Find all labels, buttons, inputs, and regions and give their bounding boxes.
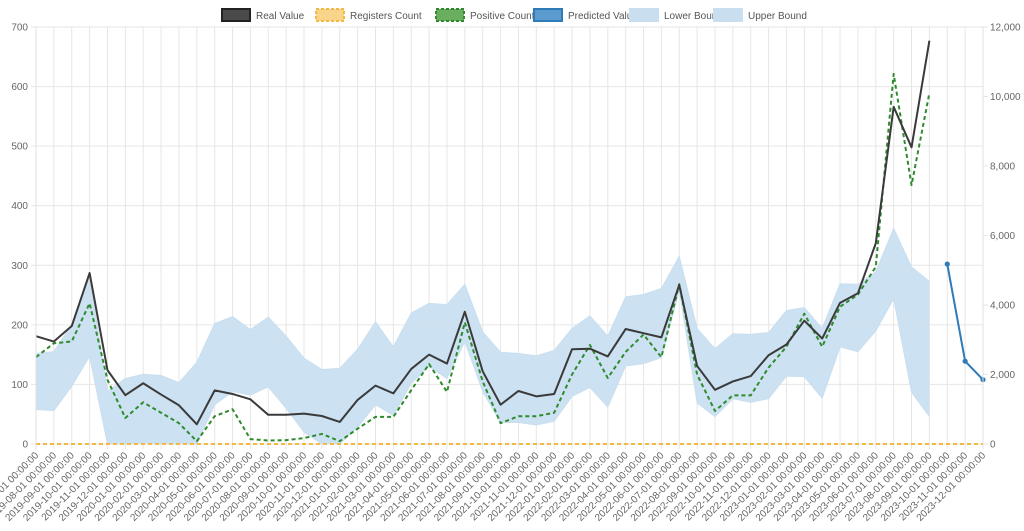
legend-swatch — [315, 8, 345, 22]
legend-swatch — [435, 8, 465, 22]
legend-item[interactable]: Real Value — [221, 8, 305, 22]
legend-item[interactable]: Registers Count — [315, 8, 422, 22]
legend-swatch — [629, 8, 659, 22]
y-left-tick-label: 0 — [22, 440, 28, 451]
legend-swatch — [713, 8, 743, 22]
y-right-tick-label: 0 — [990, 440, 996, 451]
y-right-tick-label: 10,000 — [990, 92, 1021, 103]
legend-label: Predicted Value — [568, 11, 638, 22]
y-right-tick-label: 2,000 — [990, 370, 1015, 381]
legend-item[interactable]: Upper Bound — [713, 8, 807, 22]
legend-swatch — [221, 8, 251, 22]
series-line-upper-bound — [35, 227, 930, 393]
legend-swatch — [533, 8, 563, 22]
y-left-tick-label: 700 — [11, 23, 28, 34]
y-left-tick-label: 600 — [11, 82, 28, 93]
legend-item[interactable]: Predicted Value — [533, 8, 638, 22]
legend-label: Positive Count — [470, 11, 535, 22]
legend-item[interactable]: Lower Bound — [629, 8, 723, 22]
predicted-value-point — [944, 261, 950, 267]
predicted-value-point — [962, 358, 968, 364]
y-right-tick-label: 6,000 — [990, 231, 1015, 242]
legend-label: Real Value — [256, 11, 305, 22]
y-left-tick-label: 400 — [11, 201, 28, 212]
y-left-tick-label: 100 — [11, 380, 28, 391]
axes: 0 100 200 300 400 500 600 700 0 2,000 4,000 6,000 8,… — [0, 23, 1021, 524]
series-lines — [35, 40, 986, 445]
legend-item[interactable]: Positive Count — [435, 8, 535, 22]
legend-label: Lower Bound — [664, 11, 723, 22]
y-right-tick-label: 8,000 — [990, 162, 1015, 173]
y-left-tick-label: 300 — [11, 261, 28, 272]
y-right-tick-label: 4,000 — [990, 301, 1015, 312]
legend[interactable]: Real Value Registers Count Positive Count P… — [221, 8, 807, 22]
y-right-tick-label: 12,000 — [990, 23, 1021, 34]
y-left-tick-label: 500 — [11, 142, 28, 153]
legend-label: Registers Count — [350, 11, 422, 22]
y-left-tick-label: 200 — [11, 320, 28, 331]
legend-label: Upper Bound — [748, 11, 807, 22]
series-line-real-value — [35, 40, 931, 426]
bounds-band-area — [36, 228, 930, 444]
